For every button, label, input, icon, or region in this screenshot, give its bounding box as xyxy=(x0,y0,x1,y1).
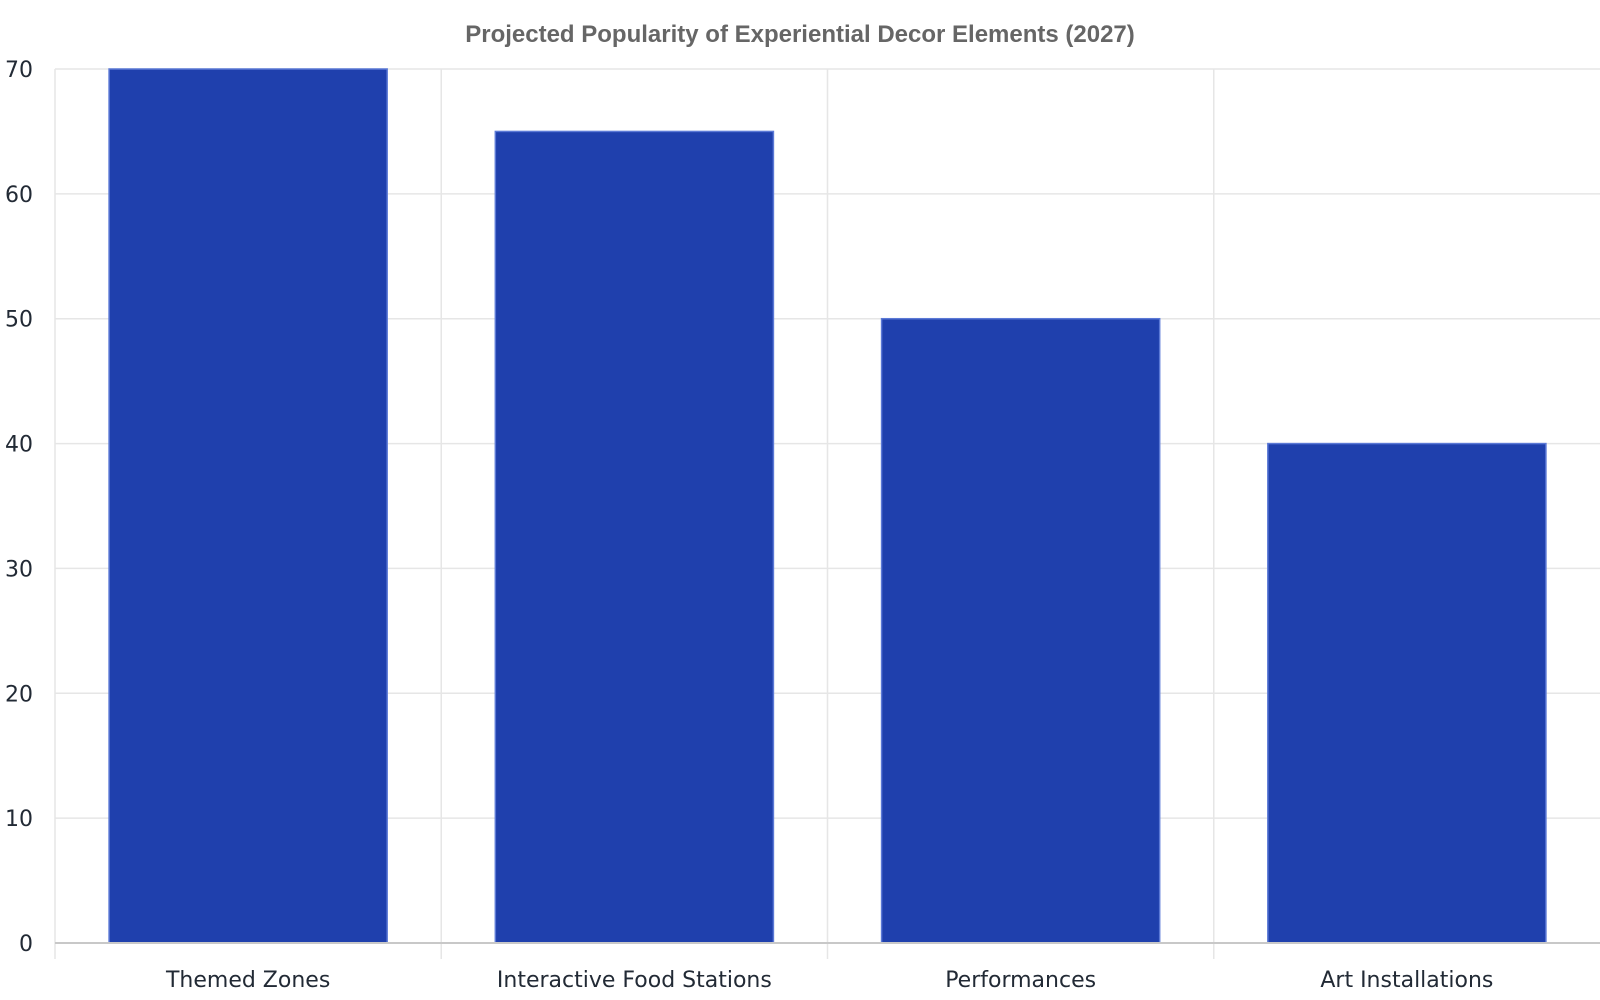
bar xyxy=(1267,442,1547,944)
x-category-label: Interactive Food Stations xyxy=(497,968,772,993)
y-tick-label: 40 xyxy=(5,433,33,458)
x-category-label: Art Installations xyxy=(1320,968,1493,993)
y-tick-label: 20 xyxy=(5,682,33,707)
chart-title: Projected Popularity of Experiential Dec… xyxy=(465,21,1135,48)
y-tick-label: 10 xyxy=(5,807,33,832)
x-category-label: Themed Zones xyxy=(165,968,330,993)
y-tick-label: 30 xyxy=(5,557,33,582)
bars-layer xyxy=(108,68,1547,944)
axis-layer xyxy=(54,942,1600,959)
bar xyxy=(108,68,388,944)
y-tick-label: 60 xyxy=(5,183,33,208)
y-tick-label: 70 xyxy=(5,58,33,83)
x-category-label: Performances xyxy=(945,968,1096,993)
y-tick-label: 0 xyxy=(19,932,33,957)
bar xyxy=(494,130,775,944)
labels-layer: 0 10 20 30 40 50 60 70 Themed Zones Interactive F… xyxy=(5,58,1493,993)
y-tick-label: 50 xyxy=(5,308,33,333)
bar xyxy=(880,317,1161,944)
